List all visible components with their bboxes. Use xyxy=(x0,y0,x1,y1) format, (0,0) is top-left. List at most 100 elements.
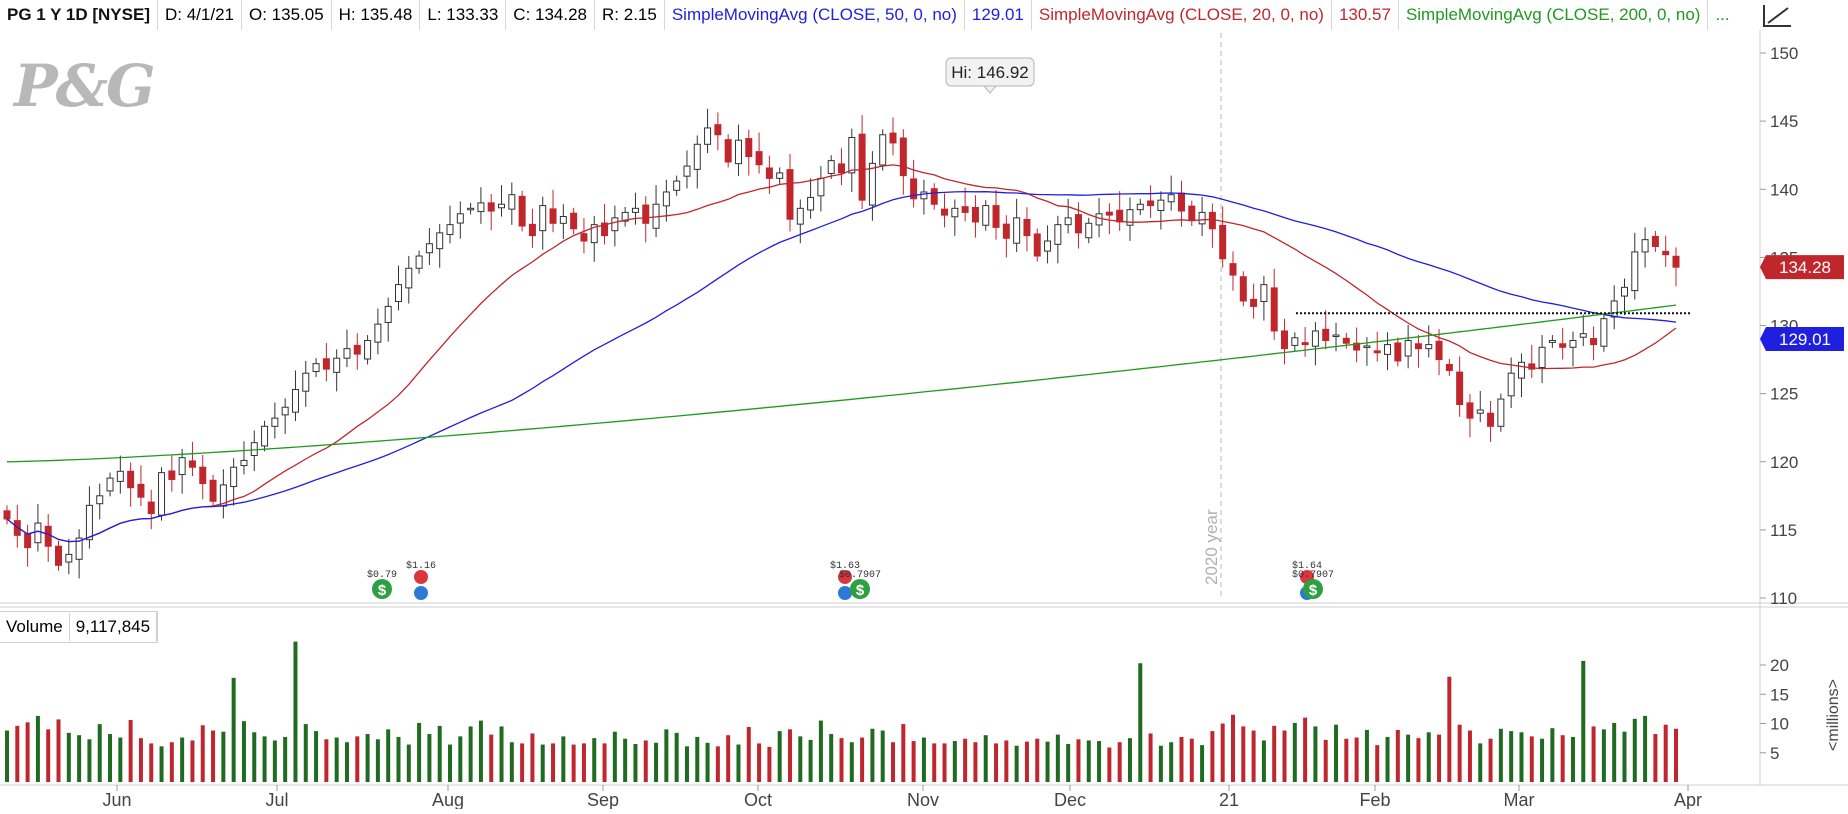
candle-body xyxy=(1548,339,1556,343)
volume-bar xyxy=(849,742,854,782)
candle-body xyxy=(1651,235,1659,247)
drawing-tool-icon[interactable] xyxy=(1760,3,1794,29)
candle-body xyxy=(1291,337,1299,346)
close-label: C: 134.28 xyxy=(506,0,596,30)
candle-body xyxy=(1435,340,1443,361)
last-price-tag: 134.28 xyxy=(1760,255,1844,280)
high-annotation-text: Hi: 146.92 xyxy=(951,63,1029,82)
volume-bar xyxy=(1344,738,1349,782)
volume-tick-label: 10 xyxy=(1770,715,1789,734)
volume-bar xyxy=(1004,740,1009,782)
volume-bar xyxy=(344,742,349,782)
candle-body xyxy=(456,213,464,224)
x-tick-label: Nov xyxy=(907,790,939,809)
candle-body xyxy=(1147,200,1155,207)
candle-body xyxy=(302,372,310,392)
volume-bar xyxy=(1107,747,1112,782)
candle-body xyxy=(65,553,73,563)
volume-bar xyxy=(530,733,535,782)
candle-body xyxy=(848,136,856,174)
candle-body xyxy=(364,339,372,360)
volume-bar xyxy=(1540,738,1545,782)
volume-bar xyxy=(478,720,483,782)
candle-body xyxy=(1136,203,1144,211)
candle-body xyxy=(147,501,155,515)
candle-body xyxy=(879,134,887,166)
candle-body xyxy=(1425,344,1433,350)
volume-bar xyxy=(283,736,288,782)
candle-body xyxy=(178,457,186,476)
candle-body xyxy=(817,177,825,197)
candle-body xyxy=(549,208,557,224)
candle-body xyxy=(930,188,938,205)
volume-bar xyxy=(1457,724,1462,782)
volume-bar xyxy=(509,742,514,782)
candle-body xyxy=(971,207,979,223)
volume-bar xyxy=(787,729,792,782)
candle-body xyxy=(1157,199,1165,212)
sma50-price-tag-shape xyxy=(1760,326,1844,351)
volume-bar xyxy=(15,725,20,782)
volume-bar xyxy=(66,732,71,782)
volume-bar xyxy=(56,719,61,782)
volume-bar xyxy=(571,744,576,782)
volume-bar xyxy=(303,724,308,782)
volume-bar xyxy=(293,641,298,782)
candle-body xyxy=(1620,286,1628,297)
volume-bar xyxy=(963,738,968,782)
high-label: H: 135.48 xyxy=(332,0,421,30)
sma20-line xyxy=(6,164,1677,543)
volume-bar xyxy=(1241,726,1246,782)
volume-bar xyxy=(561,736,566,782)
candle-body xyxy=(230,466,238,488)
candle-body xyxy=(24,533,32,549)
volume-bar xyxy=(1447,676,1452,782)
volume-bar xyxy=(602,743,607,782)
candle-body xyxy=(240,459,248,467)
volume-bar xyxy=(911,741,916,782)
candle-body xyxy=(1538,346,1546,368)
price-tick-label: 140 xyxy=(1770,180,1798,199)
volume-bar xyxy=(880,730,885,782)
volume-label[interactable]: Volume xyxy=(0,613,70,641)
sma50-label[interactable]: SimpleMovingAvg (CLOSE, 50, 0, no) xyxy=(665,0,965,30)
volume-bar xyxy=(520,743,525,782)
candle-body xyxy=(992,205,1000,228)
candle-body xyxy=(1641,239,1649,253)
volume-bar xyxy=(35,715,40,782)
symbol-label[interactable]: PG 1 Y 1D [NYSE] xyxy=(0,0,158,30)
volume-bar xyxy=(1385,736,1390,782)
sma20-label[interactable]: SimpleMovingAvg (CLOSE, 20, 0, no) xyxy=(1032,0,1332,30)
volume-bar xyxy=(365,734,370,782)
candle-body xyxy=(1311,330,1319,347)
candle-body xyxy=(1281,330,1289,350)
candle-body xyxy=(631,207,639,213)
candle-body xyxy=(539,205,547,232)
sma50-price-tag: 129.01 xyxy=(1760,326,1844,351)
candle-body xyxy=(116,470,124,482)
volume-bar xyxy=(1292,722,1297,782)
volume-bar xyxy=(1127,738,1132,782)
volume-bar xyxy=(581,743,586,782)
x-tick-label: Aug xyxy=(432,790,464,809)
volume-header: Volume 9,117,845 xyxy=(0,611,159,643)
candle-body xyxy=(188,460,196,468)
volume-bar xyxy=(272,740,277,782)
volume-bar xyxy=(180,737,185,782)
candle-body xyxy=(704,127,712,145)
sma200-label[interactable]: SimpleMovingAvg (CLOSE, 200, 0, no) xyxy=(1399,0,1709,30)
volume-bar xyxy=(818,720,823,782)
candle-body xyxy=(75,537,83,560)
volume-bar xyxy=(1282,730,1287,782)
volume-bar xyxy=(1261,740,1266,782)
volume-bar xyxy=(921,737,926,782)
candle-body xyxy=(1198,211,1206,225)
candle-body xyxy=(1270,287,1278,332)
candle-body xyxy=(745,138,753,158)
volume-bar xyxy=(499,726,504,782)
x-tick-label: Feb xyxy=(1359,790,1390,809)
candle-body xyxy=(1384,344,1392,355)
x-tick-label: 21 xyxy=(1219,790,1239,809)
volume-bar xyxy=(1395,729,1400,782)
